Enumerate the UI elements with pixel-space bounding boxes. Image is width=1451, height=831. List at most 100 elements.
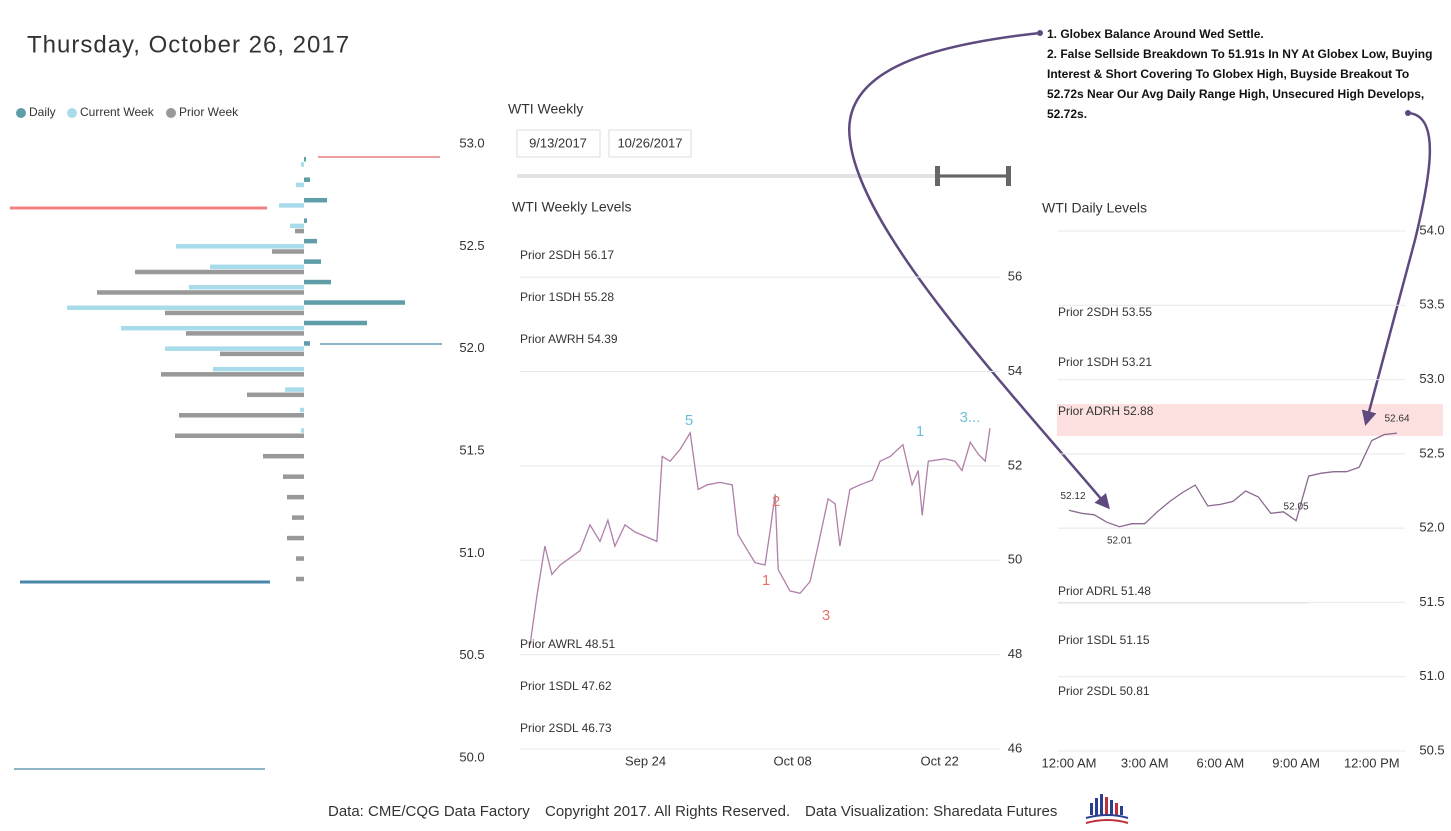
bar [304,320,367,326]
y-tick-label: 52.0 [459,340,484,355]
bar [97,290,304,295]
bar [121,325,304,331]
wave-label: 5 [685,412,693,429]
bar [213,366,304,372]
data-label: 52.01 [1107,535,1132,546]
arrow [848,31,1110,510]
bar [67,305,304,310]
logo [1085,794,1129,824]
legend-marker [166,108,176,118]
level-label: Prior 1SDL 47.62 [520,679,612,693]
bar [300,407,304,413]
slider-handle[interactable] [1006,166,1011,186]
x-tick-label: 3:00 AM [1121,755,1169,770]
x-tick-label: Sep 24 [625,753,666,768]
level-label: Prior 2SDH 56.17 [520,248,614,262]
y-tick-label: 52.5 [1419,445,1444,460]
level-label: Prior AWRH 54.39 [520,332,618,346]
bar [279,203,304,208]
x-tick-label: 12:00 PM [1344,755,1400,770]
level-label: Prior ADRH 52.88 [1058,404,1154,418]
bar [296,576,304,582]
wave-label: 3 [822,607,830,624]
wave-label: 2 [772,493,780,510]
bar [283,474,304,479]
line [1068,432,1398,528]
y-tick-label: 46 [1008,740,1022,755]
y-tick-label: 50.0 [459,749,484,764]
wave-label: 1 [916,423,924,440]
slicer-title: WTI Weekly [508,101,583,117]
y-tick-label: 56 [1008,269,1022,284]
level-label: Prior 2SDH 53.55 [1058,305,1152,319]
bar [179,413,304,418]
bar [263,453,304,459]
level-label: Prior 2SDL 50.81 [1058,684,1150,698]
y-tick-label: 51.0 [459,545,484,560]
level-band [1057,404,1443,436]
arrow [1361,111,1432,426]
legend-marker [67,108,77,118]
bar [304,259,321,264]
bar [295,228,304,234]
bar [135,269,304,275]
bar [296,556,304,561]
bar [247,392,304,398]
bar [301,162,304,167]
level-label: Prior 2SDL 46.73 [520,721,612,735]
date-input[interactable] [516,129,601,158]
x-tick-label: 6:00 AM [1197,755,1245,770]
note: 1. Globex Balance Around Wed Settle. [1047,27,1264,41]
slider-handle[interactable] [935,166,940,186]
date-input[interactable] [608,129,692,158]
y-tick-label: 54.0 [1419,222,1444,237]
level-label: Prior 1SDH 55.28 [520,290,614,304]
bar [304,300,405,305]
y-tick-label: 53.5 [1419,297,1444,312]
footer-text: Data: CME/CQG Data Factory [328,803,530,820]
bar [175,433,304,438]
notes: 1. Globex Balance Around Wed Settle. 2. … [1047,24,1447,124]
y-tick-label: 51.5 [459,442,484,457]
bar [304,279,331,285]
y-tick-label: 54 [1008,363,1022,378]
bar [304,238,317,244]
footer-text: Data Visualization: Sharedata Futures [805,803,1057,820]
page-title: Thursday, October 26, 2017 [27,31,350,58]
bar [301,428,304,433]
bar [304,157,306,162]
y-tick-label: 50.5 [1419,742,1444,757]
bar [210,264,304,270]
bar [165,310,304,316]
legend-label: Current Week [80,105,155,119]
y-tick-label: 50.5 [459,647,484,662]
bar [176,244,304,249]
data-label: 52.05 [1284,501,1309,512]
bar [189,285,304,290]
footer-text: Copyright 2017. All Rights Reserved. [545,803,790,820]
y-tick-label: 50 [1008,552,1022,567]
note: 2. False Sellside Breakdown To 51.91s In… [1047,47,1433,121]
bar [304,341,310,346]
bar [165,346,304,351]
legend-label: Prior Week [179,105,239,119]
y-tick-label: 51.0 [1419,668,1444,683]
bar [287,535,304,541]
date-start: 9/13/2017 [529,135,587,150]
chart-title: WTI Daily Levels [1042,200,1147,216]
y-tick-label: 53.0 [1419,371,1444,386]
y-tick-label: 52.0 [1419,520,1444,535]
level-label: Prior AWRL 48.51 [520,637,615,651]
bar [285,387,304,392]
level-label: Prior ADRL 51.48 [1058,584,1151,598]
bar [290,223,304,229]
wave-label: 3... [960,409,981,426]
level-label: Prior 1SDL 51.15 [1058,633,1150,647]
y-tick-label: 53.0 [459,135,484,150]
y-tick-label: 51.5 [1419,594,1444,609]
wave-label: 1 [762,572,770,589]
y-tick-label: 52 [1008,457,1022,472]
data-label: 52.12 [1060,491,1085,502]
